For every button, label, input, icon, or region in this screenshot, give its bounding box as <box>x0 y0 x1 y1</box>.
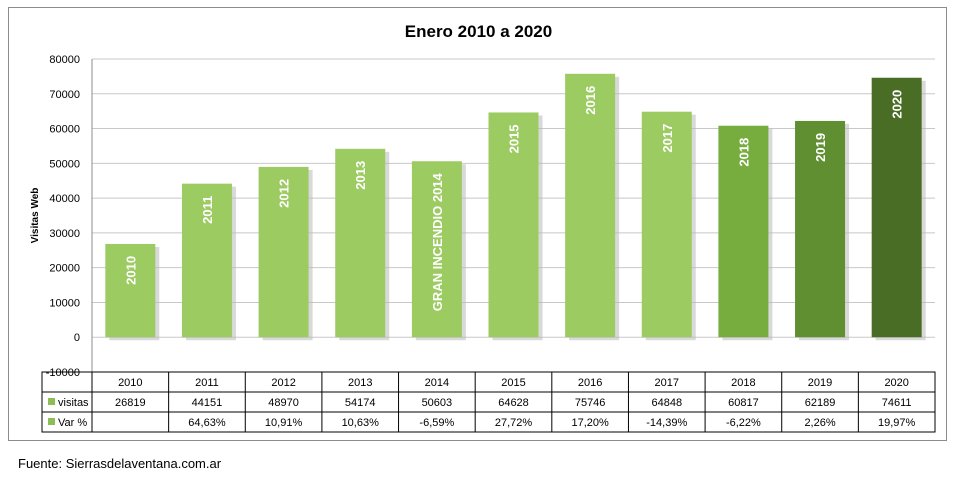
table-value-cell: 17,20% <box>571 417 609 429</box>
table-value-cell: 44151 <box>192 397 223 409</box>
table-value-cell: 50603 <box>422 397 453 409</box>
bar <box>641 111 692 338</box>
bar-label: 2012 <box>277 179 292 208</box>
table-value-cell: 64628 <box>498 397 529 409</box>
table-value-cell: -6,59% <box>419 417 454 429</box>
bar <box>565 73 616 338</box>
bar <box>871 77 922 338</box>
bar-label: 2011 <box>200 196 215 224</box>
y-tick-label: 0 <box>74 332 80 344</box>
table-border <box>41 371 936 433</box>
data-table: 2010 2011 2012 2013 2014 2015 2016 2017 2018 2019… <box>41 371 936 433</box>
bar <box>795 120 846 338</box>
table-value-cell: 54174 <box>345 397 376 409</box>
bar-label: 2016 <box>583 86 598 115</box>
table-header-cell: 2014 <box>425 377 449 389</box>
y-tick-label: 70000 <box>49 89 80 101</box>
source-note: Fuente: Sierrasdelaventana.com.ar <box>18 456 222 471</box>
series-name: visitas <box>58 397 89 409</box>
y-axis-label: Visitas Web <box>30 188 41 244</box>
y-tick-label: 40000 <box>49 193 80 205</box>
bar-label: 2017 <box>660 124 675 153</box>
table-value-cell: -14,39% <box>646 417 687 429</box>
table-value-cell: 74611 <box>882 397 912 409</box>
table-value-cell: 10,63% <box>342 417 380 429</box>
series-name: Var % <box>58 417 87 429</box>
table-value-cell: 19,97% <box>878 417 916 429</box>
table-header-cell: 2013 <box>348 377 372 389</box>
table-header-cell: 2020 <box>884 377 908 389</box>
table-header-cell: 2012 <box>271 377 295 389</box>
bar <box>335 148 386 338</box>
chart-title: Enero 2010 a 2020 <box>404 22 553 41</box>
bar <box>258 166 309 338</box>
bar-label: GRAN INCENDIO 2014 <box>430 172 445 311</box>
y-tick-label: 80000 <box>49 54 80 66</box>
table-value-cell: 62189 <box>805 397 836 409</box>
y-tick-label: 50000 <box>49 158 80 170</box>
bar <box>105 243 156 338</box>
bar-label: 2020 <box>890 90 905 119</box>
bar <box>181 183 232 338</box>
bar-label: 2013 <box>353 161 368 190</box>
bar-label: 2010 <box>123 256 138 285</box>
table-value-cell: 64848 <box>651 397 682 409</box>
table-header-cell: 2010 <box>118 377 142 389</box>
y-tick-label: 10000 <box>49 297 80 309</box>
table-header-cell: 2017 <box>655 377 679 389</box>
legend-key <box>48 398 55 405</box>
table-value-cell: 60817 <box>728 397 759 409</box>
y-tick-label: -10000 <box>46 367 80 379</box>
table-value-cell: 75746 <box>575 397 606 409</box>
table-header-cell: 2011 <box>195 377 219 389</box>
table-header-cell: 2019 <box>808 377 832 389</box>
chart-frame <box>8 7 947 441</box>
legend-key <box>48 418 55 425</box>
y-tick-label: 30000 <box>49 228 80 240</box>
bar <box>411 161 462 338</box>
table-value-cell: 2,26% <box>804 417 835 429</box>
table-value-cell: 10,91% <box>265 417 303 429</box>
y-tick-label: 60000 <box>49 124 80 136</box>
table-header-cell: 2015 <box>501 377 525 389</box>
table-header-cell: 2016 <box>578 377 602 389</box>
table-value-cell: 26819 <box>115 397 146 409</box>
table-value-cell: -6,22% <box>726 417 761 429</box>
bar <box>488 112 539 338</box>
bar-label: 2019 <box>813 133 828 162</box>
table-value-cell: 48970 <box>268 397 299 409</box>
table-header-cell: 2018 <box>731 377 755 389</box>
bar <box>718 125 769 338</box>
table-value-cell: 27,72% <box>495 417 533 429</box>
y-tick-label: 20000 <box>49 263 80 275</box>
bar-label: 2015 <box>507 124 522 153</box>
table-value-cell: 64,63% <box>188 417 226 429</box>
bar-label: 2018 <box>736 138 751 167</box>
